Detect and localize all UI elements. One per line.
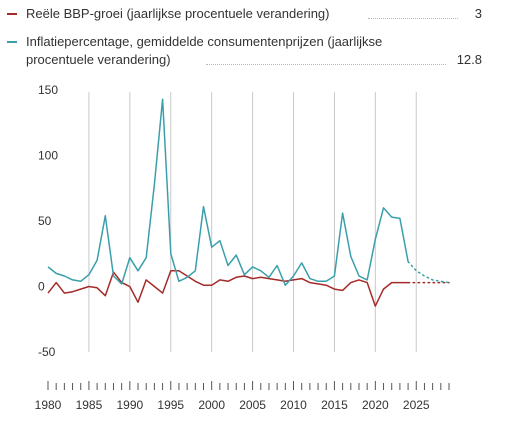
- y-tick-label-50: 50: [38, 214, 52, 228]
- legend-label-inflation: Inflatiepercentage, gemiddelde consument…: [26, 34, 383, 67]
- x-tick-label-2005: 2005: [239, 398, 266, 412]
- x-tick-label-1990: 1990: [116, 398, 143, 412]
- y-tick-label-0: 0: [38, 280, 45, 294]
- series-line-gdp: [47, 270, 409, 307]
- x-tick-label-2015: 2015: [321, 398, 348, 412]
- x-tick-label-2000: 2000: [198, 398, 225, 412]
- legend-item-inflation: Inflatiepercentage, gemiddelde consument…: [0, 33, 514, 69]
- x-tick-label-2010: 2010: [280, 398, 307, 412]
- legend-swatch-gdp: [7, 13, 17, 15]
- x-tick-label-1980: 1980: [35, 398, 62, 412]
- legend-label-gdp: Reële BBP-groei (jaarlijkse procentuele …: [26, 6, 330, 21]
- forecast-line-inflation: [407, 260, 450, 284]
- legend-item-gdp: Reële BBP-groei (jaarlijkse procentuele …: [0, 5, 514, 23]
- y-tick-label-neg50: -50: [38, 345, 56, 359]
- x-tick-label-1995: 1995: [157, 398, 184, 412]
- x-axis: 1980 1985 1990 1995 2000 2005 2010 2015 2020 2025: [35, 381, 450, 412]
- series-lines: [47, 98, 450, 307]
- x-tick-label-2025: 2025: [403, 398, 430, 412]
- y-axis-labels: 150 100 50 0 -50: [38, 83, 58, 359]
- series-line-inflation: [47, 98, 409, 286]
- y-tick-label-150: 150: [38, 83, 58, 97]
- legend-leader-gdp: [368, 18, 458, 19]
- legend-value-gdp: 3: [474, 6, 482, 21]
- x-tick-label-1985: 1985: [76, 398, 103, 412]
- legend-leader-inflation: [206, 64, 446, 65]
- legend-value-inflation: 12.8: [456, 52, 482, 67]
- vertical-gridlines: [88, 92, 417, 352]
- legend-swatch-inflation: [7, 41, 17, 43]
- y-tick-label-100: 100: [38, 149, 58, 163]
- x-tick-label-2020: 2020: [362, 398, 389, 412]
